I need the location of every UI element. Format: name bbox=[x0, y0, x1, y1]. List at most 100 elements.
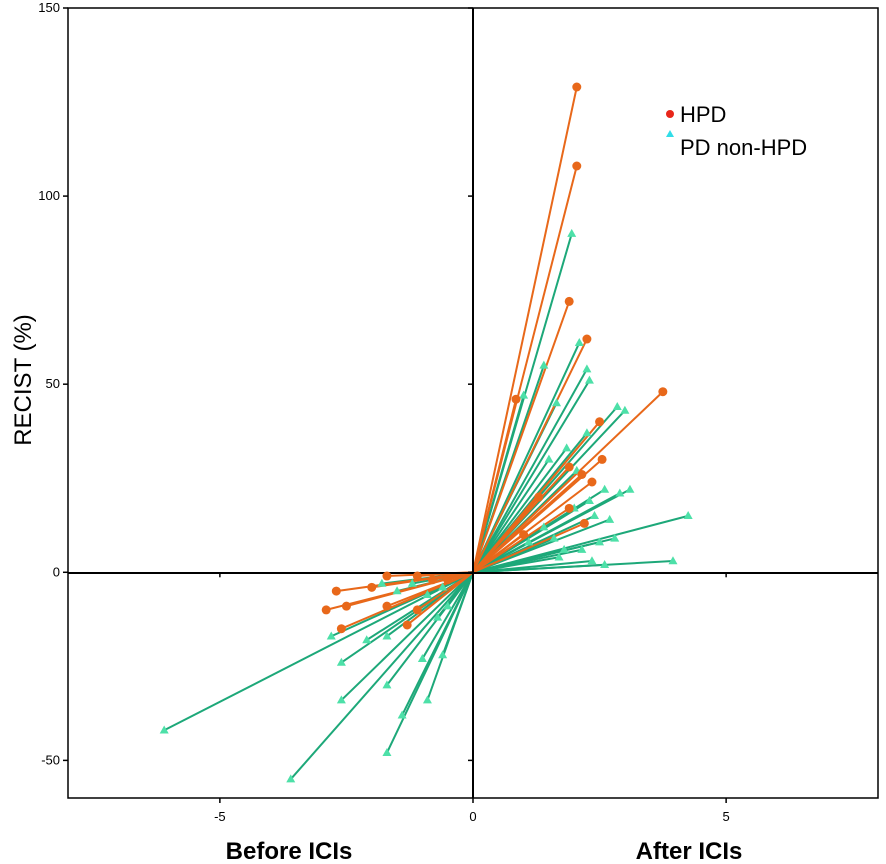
pd-non-hpd-before-point bbox=[417, 654, 427, 663]
hpd-after-point bbox=[577, 469, 587, 479]
hpd-after-line bbox=[472, 522, 585, 574]
pd-non-hpd-after-point bbox=[582, 364, 592, 373]
y-tick-label: 150 bbox=[38, 0, 60, 15]
pd-non-hpd-before-point bbox=[326, 631, 336, 640]
hpd-before-point bbox=[412, 571, 422, 581]
hpd-after-point bbox=[572, 161, 582, 171]
x-tick-label: -5 bbox=[214, 809, 226, 824]
pd-non-hpd-before-point bbox=[159, 725, 169, 734]
pd-non-hpd-after-point bbox=[554, 552, 564, 561]
pd-non-hpd-after-point bbox=[567, 228, 577, 237]
pd-non-hpd-after-point bbox=[524, 537, 534, 546]
y-tick-label: 100 bbox=[38, 188, 60, 203]
hpd-before-point bbox=[336, 624, 346, 634]
hpd-before-point bbox=[382, 601, 392, 611]
legend-pd-non-hpd-label: PD non-HPD bbox=[680, 135, 807, 160]
legend: HPD PD non-HPD bbox=[666, 102, 807, 160]
connector-lines bbox=[163, 86, 689, 780]
hpd-before-point bbox=[412, 605, 422, 615]
hpd-after-point bbox=[564, 462, 574, 472]
pd-non-hpd-after-point bbox=[587, 556, 597, 565]
hpd-before-point bbox=[321, 605, 331, 615]
hpd-after-point bbox=[579, 518, 589, 528]
pd-non-hpd-after-point bbox=[562, 443, 572, 452]
pd-non-hpd-after-point bbox=[539, 360, 549, 369]
hpd-after-point bbox=[582, 334, 592, 344]
pd-non-hpd-after-point bbox=[615, 488, 625, 497]
pd-non-hpd-after-point bbox=[600, 484, 610, 493]
pd-non-hpd-after-point bbox=[584, 375, 594, 384]
hpd-before-point bbox=[428, 575, 437, 585]
hpd-before-line bbox=[386, 571, 474, 608]
pd-non-hpd-before-line bbox=[441, 571, 474, 656]
pd-non-hpd-before-point bbox=[336, 657, 346, 666]
x-tick-label: 0 bbox=[469, 809, 476, 824]
hpd-before-line bbox=[416, 571, 474, 611]
hpd-after-point bbox=[564, 503, 574, 513]
x-axis-label-before: Before ICIs bbox=[226, 838, 353, 864]
pd-non-hpd-before-line bbox=[340, 571, 474, 701]
hpd-after-point bbox=[572, 82, 582, 92]
pd-non-hpd-after-point bbox=[552, 398, 562, 407]
hpd-after-line bbox=[472, 473, 583, 574]
pd-non-hpd-before-point bbox=[382, 631, 392, 640]
pd-non-hpd-after-point bbox=[600, 559, 610, 568]
pd-non-hpd-before-line bbox=[401, 571, 474, 716]
hpd-after-point bbox=[587, 477, 597, 487]
pd-non-hpd-after-line bbox=[472, 447, 568, 573]
pd-non-hpd-before-point bbox=[286, 774, 296, 783]
hpd-before-point bbox=[443, 575, 453, 585]
pd-non-hpd-after-point bbox=[610, 533, 620, 542]
pd-non-hpd-before-line bbox=[421, 571, 474, 660]
hpd-after-point bbox=[595, 417, 605, 427]
hpd-before-point bbox=[402, 620, 412, 630]
pd-non-hpd-after-point bbox=[559, 544, 569, 553]
hpd-before-point bbox=[382, 571, 392, 581]
pd-non-hpd-before-point bbox=[382, 680, 392, 689]
pd-non-hpd-after-point bbox=[574, 338, 584, 347]
x-tick-label: 5 bbox=[723, 809, 730, 824]
pd-non-hpd-before-point bbox=[443, 601, 453, 610]
hpd-after-line bbox=[472, 390, 664, 574]
y-tick-label: -50 bbox=[41, 752, 60, 767]
pd-non-hpd-before-line bbox=[289, 571, 474, 780]
pd-non-hpd-before-point bbox=[407, 578, 417, 587]
pd-non-hpd-before-point bbox=[438, 650, 448, 659]
legend-hpd-label: HPD bbox=[680, 102, 726, 127]
pd-non-hpd-before-point bbox=[382, 748, 392, 757]
pd-non-hpd-after-line bbox=[472, 560, 674, 574]
hpd-after-point bbox=[564, 296, 574, 306]
pd-non-hpd-before-point bbox=[362, 635, 372, 644]
hpd-after-point bbox=[511, 394, 521, 404]
hpd-after-line bbox=[472, 507, 570, 574]
hpd-after-point bbox=[534, 492, 544, 502]
pd-non-hpd-before-point bbox=[433, 612, 443, 621]
legend-hpd-marker bbox=[666, 110, 674, 118]
y-tick-label: 50 bbox=[46, 376, 60, 391]
pd-non-hpd-after-point bbox=[577, 544, 587, 553]
pd-non-hpd-before-point bbox=[397, 710, 407, 719]
data-markers bbox=[159, 82, 693, 783]
pd-non-hpd-after-point bbox=[519, 390, 529, 399]
hpd-after-point bbox=[597, 454, 607, 464]
pd-non-hpd-before-line bbox=[163, 571, 474, 732]
hpd-before-point bbox=[331, 586, 341, 596]
hpd-after-line bbox=[472, 86, 578, 573]
pd-non-hpd-before-point bbox=[422, 590, 432, 599]
pd-non-hpd-after-point bbox=[683, 511, 693, 520]
pd-non-hpd-after-point bbox=[549, 533, 559, 542]
pd-non-hpd-after-point bbox=[605, 514, 615, 523]
hpd-before-line bbox=[406, 571, 474, 626]
hpd-after-line bbox=[472, 338, 588, 573]
hpd-after-line bbox=[472, 398, 518, 573]
pd-non-hpd-after-line bbox=[472, 556, 560, 574]
pd-non-hpd-after-point bbox=[612, 401, 622, 410]
pd-non-hpd-after-point bbox=[668, 556, 678, 565]
hpd-after-line bbox=[472, 533, 525, 574]
y-axis-label: RECIST (%) bbox=[10, 314, 37, 446]
hpd-before-point bbox=[341, 601, 351, 611]
pd-non-hpd-before-point bbox=[336, 695, 346, 704]
pd-non-hpd-before-point bbox=[392, 586, 402, 595]
